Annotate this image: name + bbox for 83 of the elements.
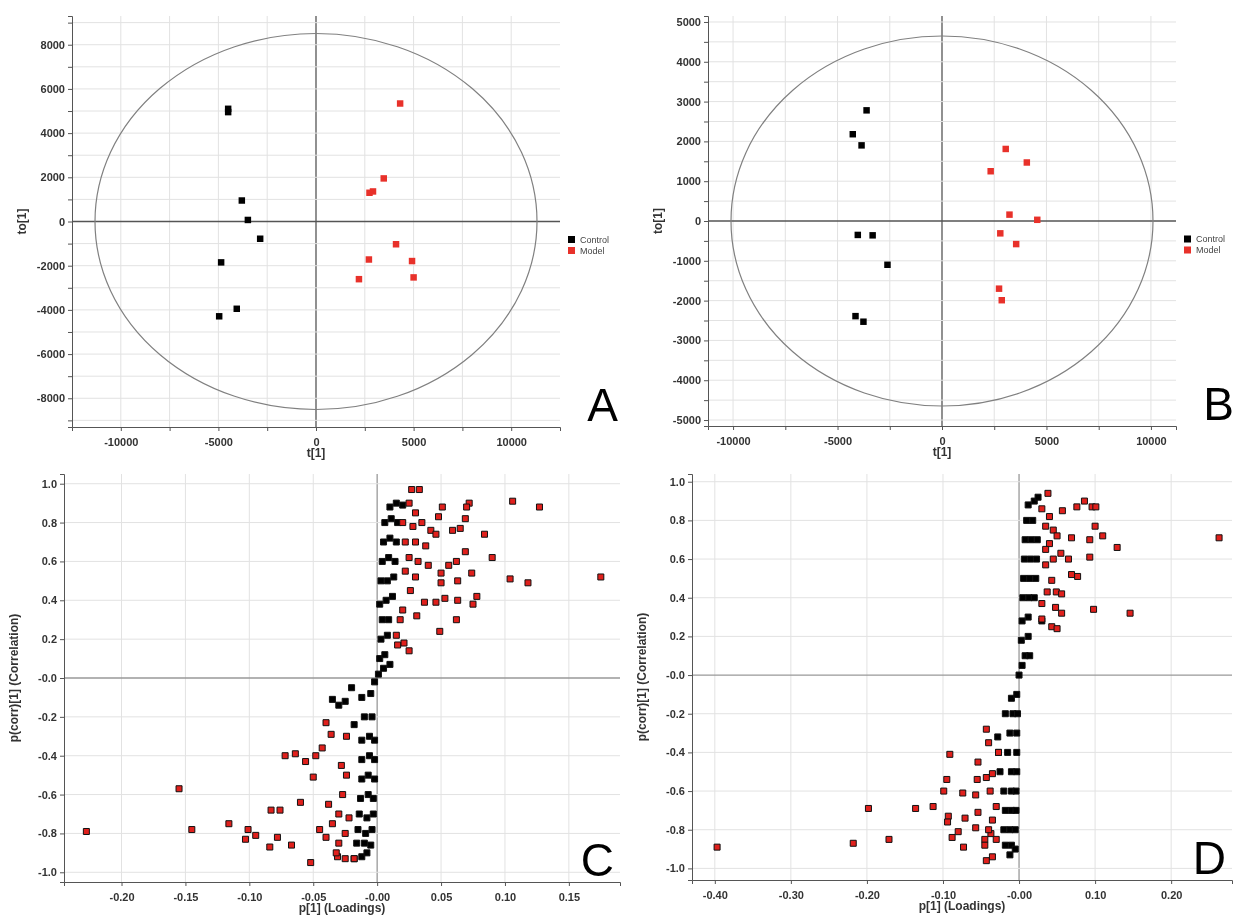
x-tick-label: 0: [313, 436, 320, 449]
x-tick-label: -0.10: [930, 889, 957, 902]
annotation: D: [1192, 832, 1226, 884]
annotation: C: [580, 834, 614, 886]
x-tick-label: -0.00: [1007, 889, 1033, 902]
y-tick-label: 0.4: [41, 594, 58, 607]
y-tick-label: 0.6: [669, 553, 685, 566]
y-tick-label: 4000: [40, 127, 65, 140]
y-tick-label: -1.0: [666, 862, 685, 875]
y-tick-label: -0.8: [38, 827, 57, 840]
x-tick-label: -0.05: [301, 891, 327, 904]
x-tick-label: 0.10: [1084, 889, 1107, 902]
y-tick-label: 3000: [676, 95, 701, 108]
x-axis-title: p[1] (Loadings): [918, 899, 1006, 913]
x-tick-label: 0.20: [1160, 889, 1183, 902]
y-tick-label: -0.2: [666, 707, 685, 720]
x-axis-title: p[1] (Loadings): [298, 901, 386, 915]
x-tick-label: 0.15: [558, 891, 581, 904]
y-tick-label: -0.6: [666, 785, 685, 798]
y-tick-label: 0.4: [669, 591, 686, 604]
legend-label: Model: [1196, 245, 1221, 255]
y-tick-label: -1000: [672, 254, 701, 267]
y-tick-label: -0.4: [666, 746, 686, 759]
y-tick-label: 0.2: [41, 633, 57, 646]
x-tick-label: -5000: [204, 436, 233, 449]
y-tick-label: 1000: [676, 175, 701, 188]
x-tick-label: 5000: [1034, 435, 1060, 448]
y-tick-label: 0.6: [41, 555, 57, 568]
x-tick-label: -5000: [823, 435, 853, 448]
text: B: [1203, 378, 1234, 430]
y-tick-label: -2000: [672, 294, 701, 307]
y-tick-label: 2000: [676, 135, 701, 148]
legend-label: Control: [1196, 234, 1226, 244]
x-tick-label: 0.05: [430, 891, 453, 904]
y-tick-label: 2000: [40, 171, 65, 184]
y-tick-label: -4000: [36, 303, 65, 316]
y-tick-label: -6000: [36, 348, 65, 361]
x-tick-label: -0.00: [365, 891, 391, 904]
y-axis-title: p(corr)[1] (Correlation): [635, 612, 649, 742]
y-tick-label: 0.2: [669, 630, 685, 643]
x-tick-label: 0.10: [494, 891, 517, 904]
y-tick-label: -3000: [672, 334, 701, 347]
x-axis-title: t[1]: [306, 446, 326, 460]
x-tick-label: -10000: [716, 435, 751, 448]
y-tick-label: 5000: [676, 15, 701, 28]
y-tick-label: 1.0: [41, 477, 57, 490]
x-tick-label: 10000: [1136, 435, 1167, 448]
y-tick-label: 0.8: [669, 514, 685, 527]
x-tick-label: -0.15: [173, 891, 199, 904]
y-tick-label: -4000: [672, 374, 701, 387]
text: A: [587, 379, 619, 431]
x-axis-title: t[1]: [932, 445, 952, 459]
y-tick-label: 6000: [40, 82, 65, 95]
y-tick-label: -1.0: [38, 866, 57, 879]
y-axis-title: p(corr)[1] (Correlation): [7, 613, 21, 743]
x-tick-label: -0.10: [237, 891, 263, 904]
y-tick-label: -0.6: [38, 788, 57, 801]
legend-label: Model: [580, 245, 605, 256]
y-tick-label: -0.8: [666, 823, 685, 836]
y-tick-label: 0.8: [41, 516, 57, 529]
x-tick-label: 0: [939, 435, 946, 448]
y-tick-label: 4000: [676, 55, 701, 68]
y-axis-title: to[1]: [651, 208, 665, 234]
y-tick-label: -0.0: [38, 672, 57, 685]
x-tick-label: -0.30: [778, 889, 804, 902]
y-tick-label: -5000: [672, 414, 701, 427]
y-axis-title: to[1]: [15, 208, 29, 235]
legend-label: Control: [580, 234, 610, 245]
y-tick-label: -0.0: [666, 669, 685, 682]
x-tick-label: -0.20: [854, 889, 880, 902]
x-tick-label: -0.40: [702, 889, 728, 902]
y-tick-label: 0: [694, 215, 701, 228]
x-tick-label: 10000: [496, 436, 527, 449]
y-tick-label: 8000: [40, 38, 65, 51]
x-tick-label: -10000: [104, 436, 139, 449]
y-tick-label: -0.2: [38, 710, 57, 723]
x-tick-label: 5000: [401, 436, 427, 449]
x-tick-label: -0.20: [109, 891, 135, 904]
y-tick-label: 1.0: [669, 475, 685, 488]
y-tick-label: -8000: [36, 392, 65, 405]
y-tick-label: 0: [58, 215, 65, 228]
y-tick-label: -2000: [36, 259, 65, 272]
y-tick-label: -0.4: [38, 749, 58, 762]
